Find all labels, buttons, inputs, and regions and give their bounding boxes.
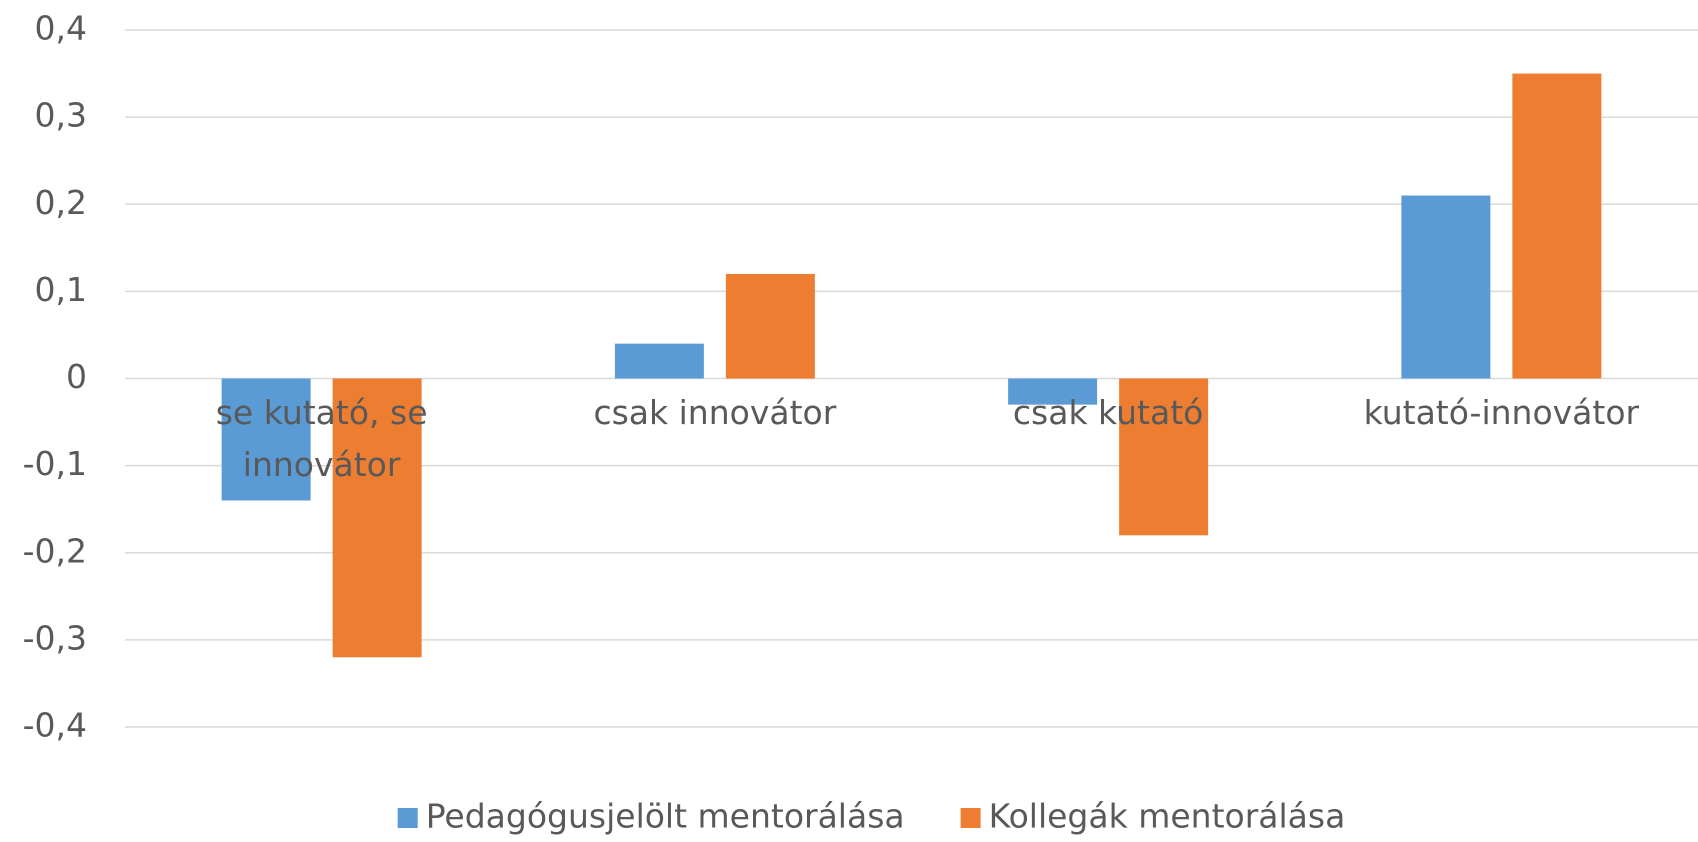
- legend-label: Kollegák mentorálása: [989, 797, 1346, 836]
- y-tick-label: 0,4: [35, 9, 87, 48]
- y-tick-label: 0,1: [35, 270, 87, 309]
- y-tick-label: 0: [66, 357, 87, 396]
- x-tick-label: csak innovátor: [593, 392, 837, 432]
- bar: [725, 273, 815, 379]
- legend-swatch: [397, 808, 418, 828]
- legend: Pedagógusjelölt mentorálása Kollegák ment…: [397, 797, 1346, 836]
- bar: [1401, 195, 1491, 379]
- legend-label: Pedagógusjelölt mentorálása: [426, 797, 905, 836]
- bar: [221, 378, 311, 501]
- y-tick-label: -0,2: [23, 531, 87, 570]
- y-tick-label: 0,3: [35, 96, 87, 135]
- x-tick-label-box: se kutató, se innovátor: [215, 392, 428, 484]
- bar: [1119, 378, 1209, 536]
- x-tick-label-box: csak innovátor: [593, 392, 837, 432]
- y-tick-label: -0,1: [23, 444, 87, 483]
- bar: [332, 378, 422, 658]
- bar: [614, 343, 704, 379]
- legend-swatch: [960, 808, 981, 828]
- x-tick-label-box: csak kutató: [1012, 392, 1204, 432]
- x-tick-label: csak kutató: [1012, 392, 1204, 432]
- x-tick-label: se kutató, se innovátor: [215, 392, 428, 484]
- x-tick-label: kutató-innovátor: [1363, 392, 1640, 432]
- bar: [1008, 378, 1098, 405]
- y-tick-label: 0,2: [35, 183, 87, 222]
- y-tick-label: -0,4: [23, 706, 87, 745]
- y-tick-label: -0,3: [23, 618, 87, 657]
- bar: [1512, 73, 1602, 379]
- x-tick-label-box: kutató-innovátor: [1363, 392, 1640, 432]
